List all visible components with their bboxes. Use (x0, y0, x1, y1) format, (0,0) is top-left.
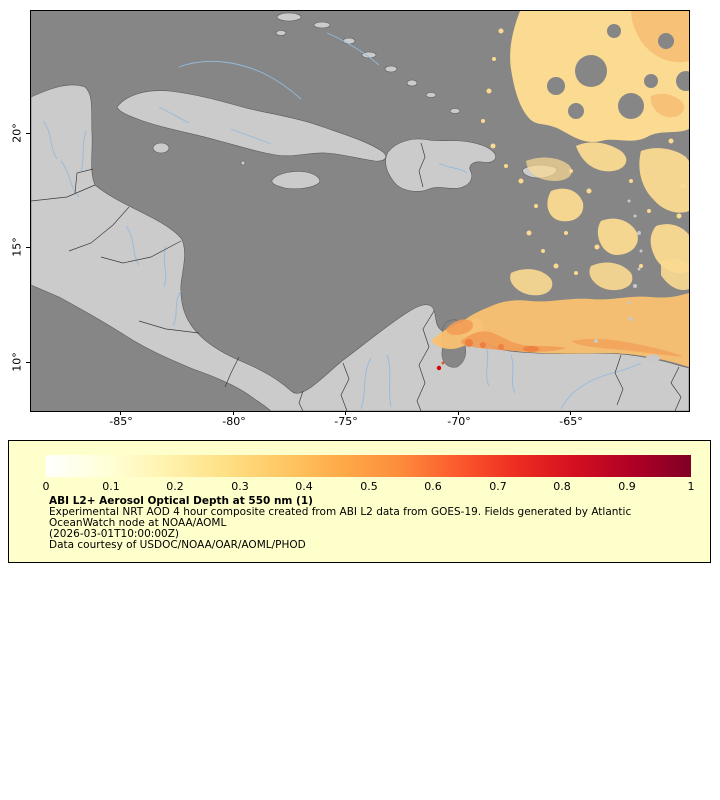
landmass-cuba (116, 90, 387, 162)
legend-description-line1: Experimental NRT AOD 4 hour composite cr… (49, 505, 632, 518)
y-tick-label: 15° (10, 237, 24, 257)
colorbar-tick-label: 0.2 (166, 480, 184, 493)
colorbar-tick-label: 0.1 (102, 480, 120, 493)
aod-cloud-gaps (547, 24, 689, 119)
map-panel (30, 10, 690, 412)
lesser-antilles (594, 199, 660, 362)
x-axis-labels: -85° -80° -75° -70° -65° (31, 415, 689, 429)
colorbar-tick-label: 0.8 (553, 480, 571, 493)
colorbar-tick-label: 0.7 (489, 480, 507, 493)
x-axis-tick (570, 411, 571, 415)
colorbar-tick-label: 0 (42, 480, 50, 493)
x-axis-tick (345, 411, 346, 415)
legend-text-block: ABI L2+ Aerosol Optical Depth at 550 nm … (49, 496, 631, 551)
y-axis-tick (26, 247, 30, 248)
colorbar-tick-label: 1 (687, 480, 695, 493)
y-tick-label: 10° (10, 352, 24, 372)
x-tick-label: -75° (334, 415, 358, 428)
x-axis-tick (233, 411, 234, 415)
landmass-jamaica (271, 171, 321, 190)
landmass-mainland (31, 84, 689, 411)
legend-title: ABI L2+ Aerosol Optical Depth at 550 nm … (49, 495, 313, 507)
country-borders (31, 142, 682, 411)
colorbar-tick-label: 0.9 (618, 480, 636, 493)
y-tick-label: 20° (10, 123, 24, 143)
colorbar-gradient (46, 455, 691, 477)
x-tick-label: -85° (109, 415, 133, 428)
y-axis-tick (26, 362, 30, 363)
landmass-isla-juventud (152, 142, 170, 154)
colorbar-tick-labels: 0 0.1 0.2 0.3 0.4 0.5 0.6 0.7 0.8 0.9 1 (9, 441, 710, 501)
x-axis-tick (458, 411, 459, 415)
colorbar-tick-label: 0.6 (424, 480, 442, 493)
colorbar-tick-label: 0.4 (295, 480, 313, 493)
x-tick-label: -65° (559, 415, 583, 428)
legend-panel: 0 0.1 0.2 0.3 0.4 0.5 0.6 0.7 0.8 0.9 1 … (8, 440, 711, 563)
landmass-bahamas (275, 12, 461, 114)
legend-timestamp: (2026-03-01T10:00:00Z) (49, 527, 179, 540)
aod-speckles (481, 28, 686, 275)
y-axis-tick (26, 133, 30, 134)
legend-credit: Data courtesy of USDOC/NOAA/OAR/AOML/PHO… (49, 538, 306, 551)
rivers (42, 32, 642, 410)
legend-description-line2: OceanWatch node at NOAA/AOML (49, 516, 227, 529)
landmasses (31, 12, 689, 411)
colorbar-tick-label: 0.3 (231, 480, 249, 493)
caribbean-aod-map (31, 11, 689, 411)
landmass-cayman (240, 160, 246, 166)
x-tick-label: -80° (222, 415, 246, 428)
landmass-hispaniola (385, 138, 496, 192)
aod-peak-pixel (436, 365, 442, 371)
x-tick-label: -70° (447, 415, 471, 428)
aod-overlay (431, 11, 689, 371)
colorbar-tick-label: 0.5 (360, 480, 378, 493)
x-axis-tick (120, 411, 121, 415)
